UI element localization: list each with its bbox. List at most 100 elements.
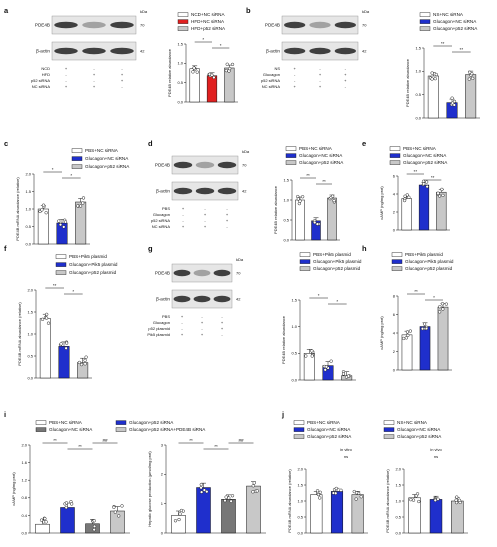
- panel-d-chart-tick-label: 1.5: [283, 177, 289, 182]
- panel-c-chart-point: [58, 223, 63, 227]
- panel-j-ns-2: ns: [434, 454, 438, 459]
- panel-h-chart-point: [424, 326, 429, 331]
- panel-g-band-label: β-actin: [156, 297, 170, 302]
- panel-i-chart-2-point: [251, 484, 255, 488]
- panel-g-legend-label: Glucagon+Pik5 plasmid: [313, 259, 362, 264]
- panel-j-chart-1-point: [354, 497, 358, 501]
- panel-c-legend-label: Glucagon+NC siRNA: [85, 156, 129, 161]
- panel-f-chart-point: [59, 342, 63, 346]
- panel-i-chart-2-significance: ##: [238, 438, 244, 443]
- panel-f-chart-point: [44, 316, 49, 320]
- panel-d-chart-point: [331, 194, 335, 198]
- panel-h-chart-point: [444, 302, 449, 306]
- panel-f-legend-label: Glucagon+p52 plasmid: [69, 270, 117, 275]
- panel-c-chart-point: [81, 201, 85, 205]
- panel-f-chart-point: [45, 312, 49, 316]
- panel-a-sign: +: [93, 72, 96, 77]
- panel-j-legend-2-label: Glucagon+NC siRNA: [397, 427, 441, 432]
- panel-j-legend-2-label: Glucagon+p52 siRNA: [397, 434, 442, 439]
- panel-c-chart-tick-label: 1.5: [25, 189, 31, 194]
- panel-f-legend-swatch: [55, 262, 67, 267]
- panel-j-chart-1-point: [316, 492, 321, 497]
- panel-e-chart-point: [436, 191, 440, 195]
- panel-i-legend-a-label: PBS+NC siRNA: [49, 420, 83, 425]
- panel-a-chart-significance: *: [220, 43, 222, 48]
- panel-b-chart-tick-label: 0.5: [415, 92, 421, 97]
- panel-c-chart-tick-label: 2.0: [25, 171, 31, 176]
- panel-g-chart-point: [346, 374, 351, 378]
- panel-f-chart-point: [79, 362, 84, 367]
- panel-c-legend-swatch: [71, 164, 83, 169]
- panel-d-mw: 42: [242, 189, 247, 194]
- panel-j-chart-1-point: [334, 486, 338, 491]
- panel-b-sign: -: [345, 84, 347, 89]
- panel-h-chart-point: [406, 333, 410, 338]
- panel-i-legend-a-label: Glucagon+NC siRNA: [49, 427, 93, 432]
- panel-b-chart-significance: **: [460, 47, 464, 52]
- panel-a-chart-significance: *: [202, 37, 204, 42]
- panel-a-legend-swatch: [177, 19, 189, 24]
- panel-h-chart-point: [438, 305, 442, 309]
- panel-b-chart-ylabel: PDE4B relative abundance: [405, 58, 410, 107]
- panel-i-chart-2-tick-label: 1: [161, 501, 164, 506]
- panel-a-sign: +: [65, 66, 68, 71]
- panel-d-band: [217, 161, 237, 169]
- panel-d-chart-tick-label: 1.0: [283, 197, 289, 202]
- panel-i-legend-b-swatch: [115, 420, 127, 425]
- panel-e-legend-label: Glucagon+p52 siRNA: [403, 160, 448, 165]
- panel-a-chart-point: [195, 70, 199, 74]
- panel-f-chart-tick-label: 1.5: [27, 309, 33, 314]
- panel-i-chart-1-bar: [60, 507, 75, 534]
- panel-e-chart-point: [425, 180, 429, 184]
- panel-i-chart-2-bar: [221, 499, 236, 534]
- panel-a-chart-point: [192, 66, 196, 70]
- panel-j-chart-2-point: [417, 499, 421, 504]
- panel-h-chart-bar: [437, 306, 449, 371]
- panel-e-chart-point: [422, 182, 426, 186]
- panel-e-chart-significance: **: [414, 169, 418, 174]
- panel-b-chart-point: [433, 77, 437, 81]
- panel-g-chart-point: [304, 354, 308, 358]
- panel-a-band: [82, 21, 106, 29]
- panel-i-chart-2-point: [230, 494, 235, 498]
- panel-f-chart-significance: *: [72, 289, 74, 294]
- panel-g-chart-point: [323, 368, 327, 372]
- panel-d-sign: -: [182, 218, 184, 223]
- panel-j-chart-1-point: [315, 489, 320, 493]
- panel-j-chart-2-point: [455, 495, 459, 499]
- panel-h-legend-label: Glucagon+p52 plasmid: [405, 266, 453, 271]
- panel-j-legend-1-label: Glucagon+NC siRNA: [307, 427, 351, 432]
- panel-d-blot-frame: [171, 155, 239, 175]
- panel-a-sign: -: [93, 66, 95, 71]
- panel-f-chart-point: [46, 321, 51, 325]
- panel-d-mw: 70: [242, 163, 247, 168]
- panel-b-legend-swatch: [419, 26, 431, 31]
- panel-j-chart-2-point: [414, 494, 418, 498]
- panel-f-legend-swatch: [55, 254, 67, 259]
- panel-a-chart-bar: [206, 75, 218, 103]
- panel-i-chart-2-point: [224, 495, 228, 499]
- panel-b-sign: -: [319, 66, 321, 71]
- panel-d-band: [217, 187, 237, 195]
- panel-d-chart-bar: [295, 199, 305, 241]
- panel-i-chart-1-point: [113, 510, 117, 514]
- panel-i-chart-2-point: [179, 508, 184, 513]
- panel-d-legend-label: Glucagon+NC siRNA: [299, 153, 343, 158]
- panel-a-legend-label: HFD+p52 siRNA: [191, 26, 226, 31]
- panel-c-legend-swatch: [71, 148, 83, 153]
- panel-c-chart-tick-label: 0.0: [25, 241, 31, 246]
- panel-e-chart-bar: [401, 198, 412, 231]
- panel-g-condition: p52 plasmid: [148, 326, 170, 331]
- panel-j-chart-2-point: [457, 498, 462, 502]
- panel-letter-j: j: [281, 410, 284, 419]
- panel-j-chart-2-bar: [429, 499, 443, 534]
- panel-g-band: [213, 269, 231, 277]
- panel-e-chart-bar: [436, 191, 447, 231]
- panel-a-condition: NC siRNA: [32, 84, 51, 89]
- panel-j-legend-1-swatch: [293, 427, 305, 432]
- panel-a-band: [54, 47, 78, 55]
- panel-i-legend-b-swatch: [115, 427, 127, 432]
- panel-letter-c: c: [4, 139, 8, 148]
- panel-letter-a: a: [4, 6, 9, 15]
- panel-b-band: [309, 47, 331, 55]
